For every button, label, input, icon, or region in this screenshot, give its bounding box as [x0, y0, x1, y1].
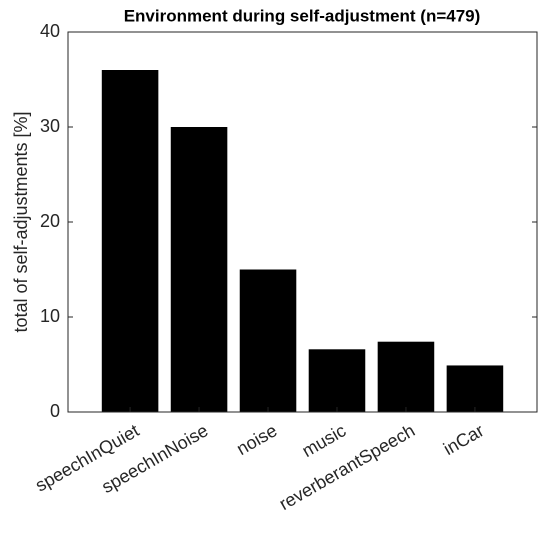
plot-frame [67, 31, 538, 413]
y-tick-label: 0 [50, 401, 60, 421]
bar [377, 341, 435, 412]
y-tick-label: 10 [40, 306, 60, 326]
y-axis-label: total of self-adjustments [%] [11, 111, 31, 332]
x-tick-label: noise [233, 420, 280, 459]
y-tick-label: 20 [40, 211, 60, 231]
bar [170, 127, 228, 412]
bar [239, 269, 297, 412]
y-tick-label: 40 [40, 21, 60, 41]
x-tick-label: inCar [440, 420, 487, 459]
y-tick-label: 30 [40, 116, 60, 136]
x-tick-label: music [299, 420, 350, 461]
bar [101, 70, 159, 412]
chart-title: Environment during self-adjustment (n=47… [124, 6, 481, 25]
bar [308, 349, 366, 412]
bar [446, 365, 504, 412]
